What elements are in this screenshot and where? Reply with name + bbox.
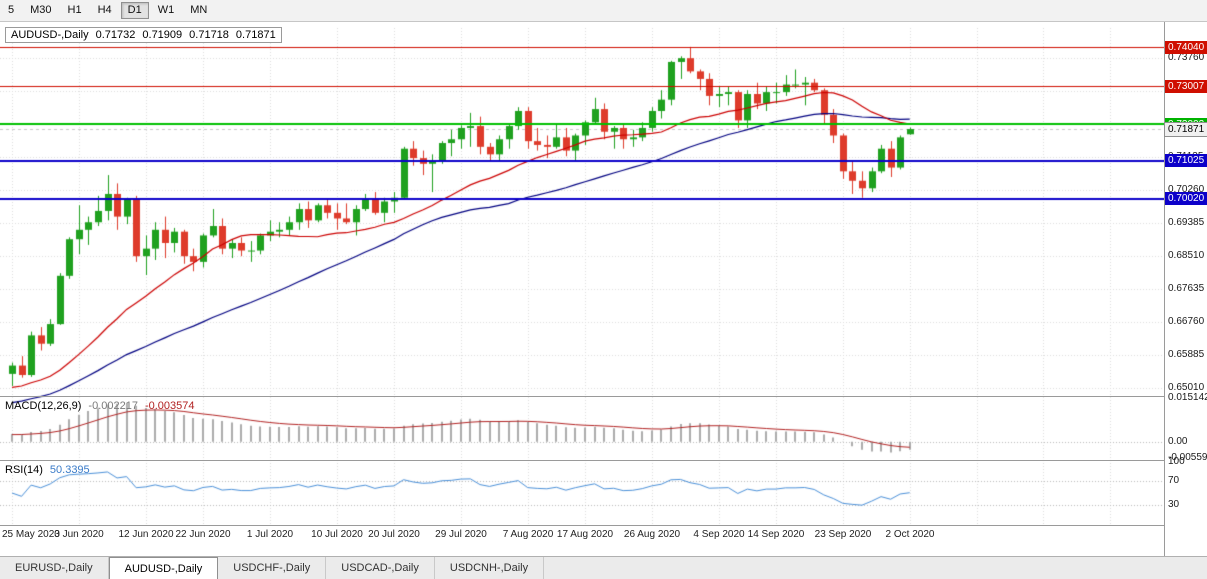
macd-indicator-label: MACD(12,26,9) -0.002217 -0.003574	[5, 400, 195, 412]
chart-tab-usdcad[interactable]: USDCAD-,Daily	[326, 557, 435, 579]
price-line-badge: 0.70020	[1165, 192, 1207, 205]
timeframe-button-D1[interactable]: D1	[120, 2, 149, 19]
chart-tab-bar: EURUSD-,Daily AUDUSD-,Daily USDCHF-,Daily U…	[0, 556, 1207, 579]
date-label: 25 May 2020	[2, 529, 60, 540]
ohlc-close: 0.71871	[235, 29, 276, 41]
date-label: 23 Sep 2020	[814, 529, 872, 540]
date-label: 3 Jun 2020	[54, 529, 104, 540]
chart-tab-usdcnh[interactable]: USDCNH-,Daily	[435, 557, 545, 579]
rsi-value: 50.3395	[49, 464, 90, 476]
pane-divider[interactable]	[0, 396, 1207, 397]
price-line-badge: 0.74040	[1165, 41, 1207, 54]
date-label: 12 Jun 2020	[118, 529, 174, 540]
price-axis-label: 0.73760	[1168, 52, 1205, 63]
timeframe-button-H4[interactable]: H4	[91, 2, 119, 19]
date-label: 1 Jul 2020	[246, 529, 294, 540]
ohlc-high: 0.71909	[142, 29, 183, 41]
pane-divider[interactable]	[0, 460, 1207, 461]
date-label: 4 Sep 2020	[693, 529, 745, 540]
price-line-badge: 0.71871	[1164, 122, 1207, 137]
ohlc-open: 0.71732	[95, 29, 136, 41]
timeframe-button-MN[interactable]: MN	[183, 2, 214, 19]
date-label: 29 Jul 2020	[435, 529, 487, 540]
price-axis-label: 0.69385	[1168, 217, 1205, 228]
date-label: 14 Sep 2020	[747, 529, 805, 540]
price-line-badge: 0.71025	[1165, 154, 1207, 167]
ohlc-low: 0.71718	[189, 29, 229, 41]
price-line-badge: 0.73007	[1165, 80, 1207, 93]
timeframe-button-H1[interactable]: H1	[61, 2, 89, 19]
timeframe-button-M30[interactable]: M30	[23, 2, 58, 19]
chart-tab-usdchf[interactable]: USDCHF-,Daily	[218, 557, 327, 579]
date-label: 26 Aug 2020	[623, 529, 681, 540]
price-axis-label: 0.65885	[1168, 349, 1205, 360]
macd-name: MACD(12,26,9)	[5, 400, 82, 412]
price-axis-label: 0.70260	[1168, 184, 1205, 195]
rsi-axis-label: 100	[1168, 456, 1185, 467]
date-label: 20 Jul 2020	[368, 529, 420, 540]
chart-tab-eurusd[interactable]: EURUSD-,Daily	[0, 557, 109, 579]
timeframe-button-5[interactable]: 5	[1, 2, 21, 19]
price-axis-label: 0.67635	[1168, 283, 1205, 294]
price-axis-label: 0.65010	[1168, 382, 1205, 393]
macd-main-value: -0.002217	[88, 400, 138, 412]
chart-ohlc-title: AUDUSD-,Daily 0.71732 0.71909 0.71718 0.…	[5, 27, 282, 43]
timeframe-toolbar: 5 M30 H1 H4 D1 W1 MN	[0, 0, 1207, 22]
rsi-indicator-label: RSI(14) 50.3395	[5, 464, 90, 476]
price-axis-label: 0.66760	[1168, 316, 1205, 327]
macd-axis-label: 0.015142	[1168, 392, 1207, 403]
rsi-axis-label: 70	[1168, 475, 1180, 486]
timeframe-button-W1[interactable]: W1	[151, 2, 182, 19]
rsi-axis-label: 30	[1168, 499, 1180, 510]
date-label: 7 Aug 2020	[502, 529, 554, 540]
pane-divider[interactable]	[0, 525, 1207, 526]
rsi-name: RSI(14)	[5, 464, 43, 476]
macd-axis-label: 0.00	[1168, 436, 1188, 447]
price-axis-label: 0.68510	[1168, 250, 1205, 261]
time-axis[interactable]: 25 May 2020 3 Jun 2020 12 Jun 2020 22 Jun 2…	[0, 528, 1164, 543]
date-label: 22 Jun 2020	[175, 529, 231, 540]
chart-canvas[interactable]	[0, 22, 1164, 556]
price-axis[interactable]: 0.737600.728850.720100.711350.702600.693…	[1164, 22, 1207, 556]
chart-symbol: AUDUSD-,Daily	[11, 29, 89, 41]
macd-signal-value: -0.003574	[144, 400, 195, 412]
date-label: 2 Oct 2020	[885, 529, 935, 540]
date-label: 10 Jul 2020	[311, 529, 363, 540]
date-label: 17 Aug 2020	[556, 529, 614, 540]
chart-window: AUDUSD-,Daily 0.71732 0.71909 0.71718 0.…	[0, 22, 1207, 556]
chart-tab-audusd[interactable]: AUDUSD-,Daily	[108, 557, 219, 579]
macd-axis-label: -0.005599	[1168, 452, 1207, 463]
